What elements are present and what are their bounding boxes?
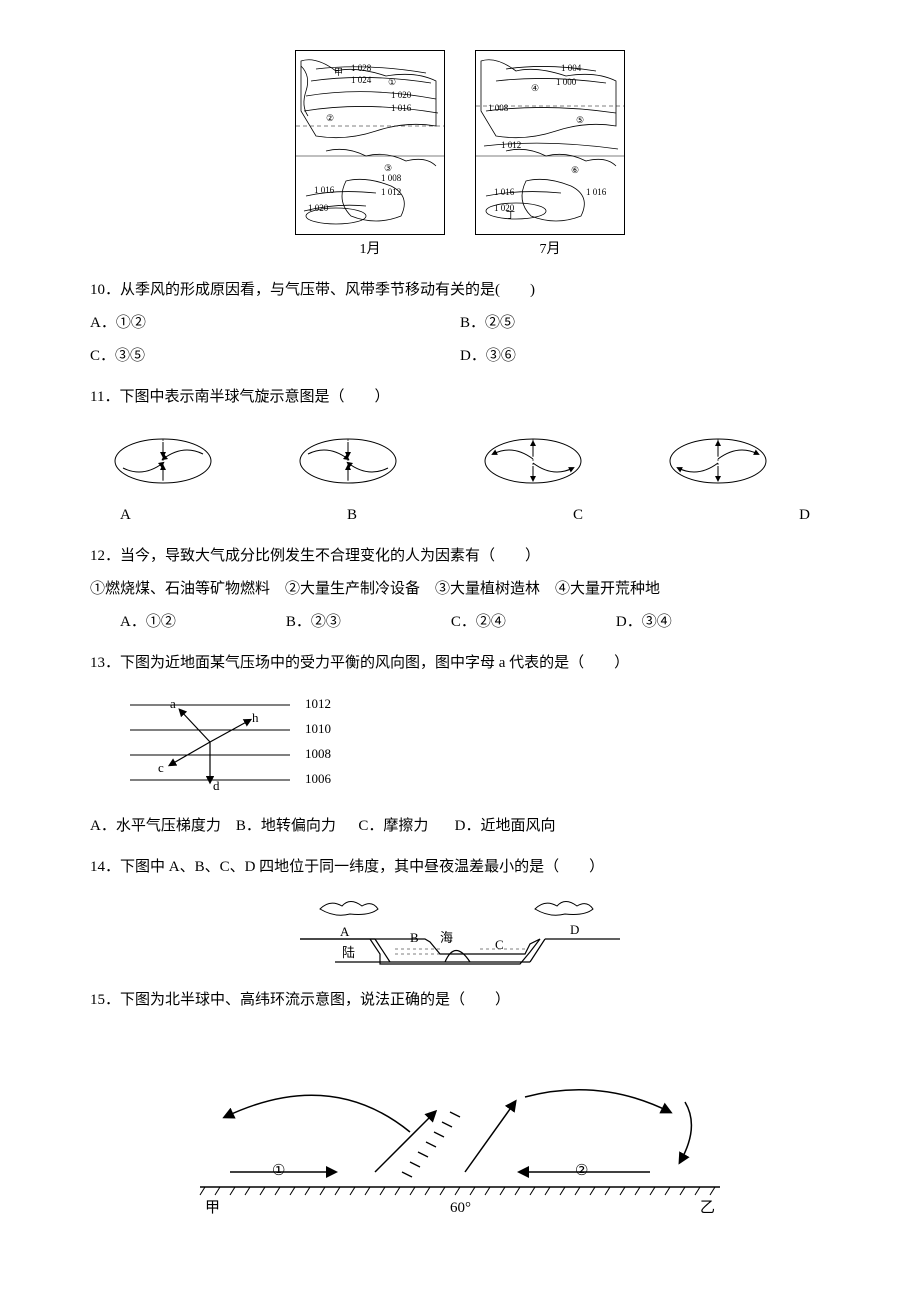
map-january: 1 028 1 024 1 020 1 016 1 016 1 012 1 00… [295, 50, 445, 266]
svg-text:C: C [495, 937, 504, 952]
q10-opt-b: B．②⑤ [460, 307, 830, 340]
q14-text: 14．下图中 A、B、C、D 四地位于同一纬度，其中昼夜温差最小的是（ ） [90, 851, 830, 884]
map-july: 1 004 1 000 1 008 1 012 1 016 1 016 1 02… [475, 50, 625, 266]
q12-opt-d: D．③④ [616, 606, 672, 639]
svg-text:h: h [252, 710, 259, 725]
svg-text:1008: 1008 [305, 746, 331, 761]
svg-text:A: A [340, 924, 350, 939]
svg-text:D: D [570, 922, 579, 937]
svg-text:甲: 甲 [205, 1200, 220, 1216]
svg-text:陆: 陆 [342, 945, 355, 960]
q13-opt-d: D．近地面风向 [455, 818, 556, 834]
cyclone-d-icon [663, 434, 773, 489]
q11-opt-a: A [120, 499, 131, 532]
map-caption-jan: 1月 [295, 235, 445, 266]
q11-opt-c: C [573, 499, 583, 532]
q15-text: 15．下图为北半球中、高纬环流示意图，说法正确的是（ ） [90, 984, 830, 1017]
question-15: 15．下图为北半球中、高纬环流示意图，说法正确的是（ ） [90, 984, 830, 1217]
svg-text:1006: 1006 [305, 771, 332, 786]
q10-opt-d: D．③⑥ [460, 340, 830, 373]
svg-text:1010: 1010 [305, 721, 331, 736]
svg-text:60°: 60° [450, 1200, 471, 1216]
q13-opt-c: C．摩擦力 [358, 818, 428, 834]
question-14: 14．下图中 A、B、C、D 四地位于同一纬度，其中昼夜温差最小的是（ ） [90, 851, 830, 974]
question-11: 11．下图中表示南半球气旋示意图是（ ） [90, 381, 830, 532]
svg-text:d: d [213, 778, 220, 793]
monsoon-maps: 1 028 1 024 1 020 1 016 1 016 1 012 1 00… [90, 50, 830, 266]
question-10: 10．从季风的形成原因看，与气压带、风带季节移动有关的是( ) A．①② B．②… [90, 274, 830, 373]
cyclone-c-icon [478, 434, 588, 489]
svg-text:1012: 1012 [305, 696, 331, 711]
cyclone-a-icon [108, 434, 218, 489]
q13-opt-a: A．水平气压梯度力 [90, 818, 221, 834]
q12-text: 12．当今，导致大气成分比例发生不合理变化的人为因素有（ ） [90, 540, 830, 573]
svg-text:乙: 乙 [700, 1200, 715, 1216]
q13-text: 13．下图为近地面某气压场中的受力平衡的风向图，图中字母 a 代表的是（ ） [90, 647, 830, 680]
map-caption-jul: 7月 [475, 235, 625, 266]
wind-force-diagram: 1012 1010 1008 1006 a h c d [110, 690, 370, 800]
svg-text:②: ② [575, 1163, 588, 1179]
q12-opt-a: A．①② [120, 606, 176, 639]
q12-opt-c: C．②④ [451, 606, 506, 639]
q12-sub: ①燃烧煤、石油等矿物燃料 ②大量生产制冷设备 ③大量植树造林 ④大量开荒种地 [90, 573, 830, 606]
q10-opt-a: A．①② [90, 307, 460, 340]
svg-text:海: 海 [440, 930, 453, 945]
q11-opt-b: B [347, 499, 357, 532]
q13-opt-b: B．地转偏向力 [236, 818, 336, 834]
q10-opt-c: C．③⑤ [90, 340, 460, 373]
svg-text:a: a [170, 696, 176, 711]
q11-opt-d: D [799, 499, 810, 532]
svg-text:①: ① [272, 1163, 285, 1179]
q10-text: 10．从季风的形成原因看，与气压带、风带季节移动有关的是( ) [90, 274, 830, 307]
svg-text:c: c [158, 760, 164, 775]
land-sea-diagram: A B 海 C D 陆 [90, 894, 830, 974]
question-12: 12．当今，导致大气成分比例发生不合理变化的人为因素有（ ） ①燃烧煤、石油等矿… [90, 540, 830, 639]
question-13: 13．下图为近地面某气压场中的受力平衡的风向图，图中字母 a 代表的是（ ） 1… [90, 647, 830, 843]
cyclone-diagrams [90, 434, 830, 489]
circulation-diagram: ① ② 甲 60° 乙 [90, 1057, 830, 1217]
q11-text: 11．下图中表示南半球气旋示意图是（ ） [90, 381, 830, 414]
q12-opt-b: B．②③ [286, 606, 341, 639]
cyclone-b-icon [293, 434, 403, 489]
svg-text:B: B [410, 930, 419, 945]
